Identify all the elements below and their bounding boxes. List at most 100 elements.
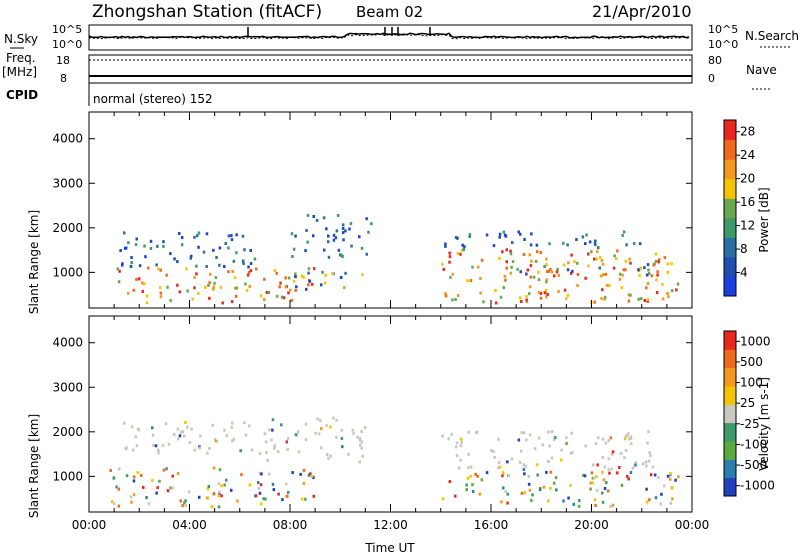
echo-cell (459, 458, 462, 462)
echo-cell (360, 246, 364, 250)
power-colorbar-tick-label: 20 (740, 172, 755, 186)
echo-cell (155, 491, 158, 495)
echo-cell (231, 270, 234, 273)
echo-cell (582, 473, 585, 477)
echo-cell (162, 240, 165, 244)
echo-cell (461, 248, 464, 252)
echo-cell (510, 457, 514, 461)
echo-cell (213, 281, 216, 285)
echo-cell (234, 294, 238, 298)
echo-cell (324, 273, 327, 277)
echo-cell (611, 450, 615, 454)
echo-cell (599, 274, 603, 278)
velocity-colorbar-swatch (724, 422, 736, 442)
echo-cell (451, 298, 454, 302)
echo-cell (669, 501, 672, 505)
echo-cell (497, 437, 500, 441)
echo-cell (546, 292, 549, 296)
echo-cell (476, 474, 479, 478)
echo-cell (218, 246, 222, 250)
echo-cell (511, 241, 514, 245)
echo-cell (232, 259, 236, 263)
echo-cell (165, 467, 168, 471)
echo-cell (467, 430, 470, 434)
echo-cell (651, 465, 655, 469)
echo-cell (469, 279, 473, 283)
echo-cell (530, 232, 533, 236)
echo-cell (647, 268, 650, 272)
echo-cell (275, 294, 279, 298)
echo-cell (186, 289, 189, 293)
echo-cell (654, 252, 658, 256)
echo-cell (190, 254, 193, 258)
echo-cell (480, 258, 484, 262)
echo-cell (188, 441, 192, 444)
velocity-colorbar-swatch (724, 386, 736, 405)
echo-cell (191, 297, 194, 301)
echo-cell (145, 496, 148, 499)
power-colorbar-tick-label: 28 (740, 125, 755, 139)
echo-cell (273, 269, 277, 273)
echo-cell (249, 262, 253, 265)
echo-cell (260, 472, 263, 476)
echo-cell (670, 262, 673, 266)
echo-cell (465, 483, 468, 487)
echo-cell (552, 481, 556, 485)
echo-cell (164, 422, 168, 426)
echo-cell (545, 470, 548, 474)
echo-cell (485, 233, 489, 237)
echo-cell (498, 461, 501, 465)
echo-cell (144, 255, 147, 259)
echo-cell (223, 428, 226, 432)
echo-cell (600, 297, 603, 301)
echo-cell (248, 483, 251, 487)
echo-cell (646, 297, 650, 301)
echo-cell (212, 248, 215, 252)
echo-cell (528, 285, 532, 289)
cpid-label: CPID (6, 88, 38, 102)
echo-cell (151, 478, 154, 482)
echo-cell (647, 459, 651, 463)
echo-cell (629, 261, 632, 265)
echo-cell (549, 486, 552, 490)
echo-cell (524, 464, 527, 468)
echo-cell (645, 487, 648, 491)
echo-cell (147, 502, 151, 506)
echo-cell (510, 265, 513, 269)
power-colorbar-swatch (724, 178, 736, 199)
power-colorbar-tick-label: 24 (740, 148, 755, 162)
echo-cell (618, 272, 622, 276)
echo-cell (480, 478, 484, 482)
echo-cell (528, 433, 532, 437)
echo-cell (319, 446, 323, 450)
echo-cell (230, 238, 234, 242)
echo-cell (307, 267, 311, 271)
echo-cell (167, 442, 171, 446)
echo-cell (539, 251, 542, 254)
echo-cell (619, 452, 623, 455)
echo-cell (220, 494, 223, 498)
echo-cell (329, 425, 332, 429)
echo-cell (527, 482, 531, 486)
echo-cell (118, 269, 121, 273)
echo-cell (643, 266, 646, 270)
echo-cell (516, 267, 519, 271)
echo-cell (361, 273, 364, 277)
echo-cell (259, 452, 262, 455)
power-colorbar-swatch (724, 139, 736, 160)
echo-cell (327, 240, 330, 244)
echo-cell (593, 257, 596, 261)
echo-cell (566, 268, 570, 272)
echo-cell (618, 277, 622, 281)
echo-cell (525, 298, 528, 302)
echo-cell (562, 263, 566, 267)
echo-cell (543, 291, 547, 295)
echo-cell (490, 449, 493, 453)
echo-cell (120, 263, 124, 267)
echo-cell (648, 498, 651, 502)
echo-cell (594, 239, 597, 243)
echo-cell (299, 472, 302, 476)
echo-cell (158, 286, 162, 290)
echo-cell (367, 230, 370, 234)
echo-cell (525, 272, 528, 276)
